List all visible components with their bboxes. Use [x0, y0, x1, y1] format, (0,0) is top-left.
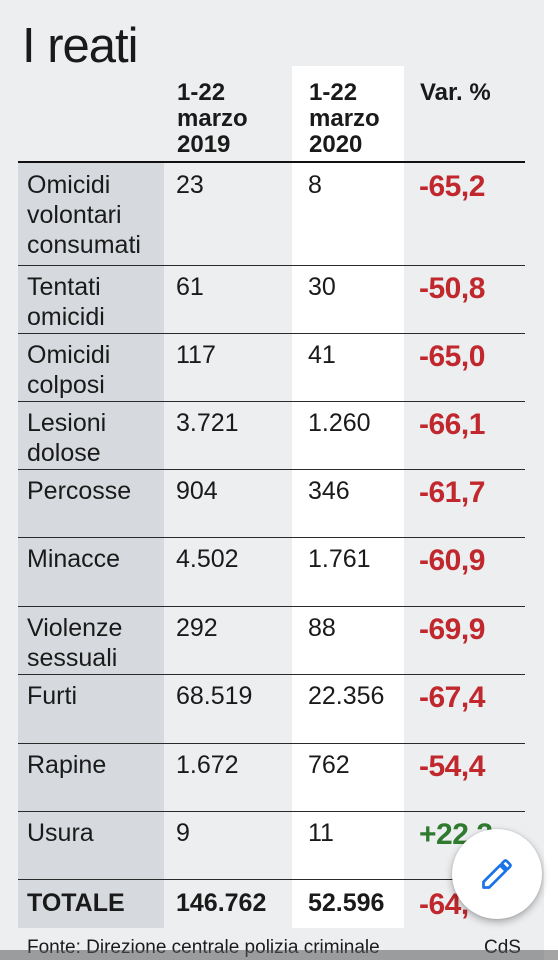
row-label: Tentati omicidi — [27, 273, 105, 331]
variation-value: -69,9 — [419, 613, 485, 646]
row-divider — [18, 674, 525, 675]
value-2020: 30 — [308, 273, 336, 301]
value-2020: 22.356 — [308, 682, 385, 710]
row-divider — [18, 606, 525, 607]
year-2020-column-band — [292, 66, 404, 928]
variation-value: -61,7 — [419, 476, 485, 509]
row-divider — [18, 811, 525, 812]
value-2019: 292 — [176, 614, 218, 642]
value-2020: 346 — [308, 477, 350, 505]
variation-value: -54,4 — [419, 750, 485, 783]
row-label: Violenze sessuali — [27, 614, 123, 672]
row-label: Minacce — [27, 545, 121, 573]
crime-table-card: I reati 1-22 marzo 2019 1-22 marzo 2020 … — [0, 0, 544, 960]
row-divider — [18, 469, 525, 470]
header-divider — [18, 161, 525, 163]
variation-value: -65,2 — [419, 170, 485, 203]
value-2020: 41 — [308, 341, 336, 369]
row-label: Rapine — [27, 751, 107, 779]
screen-bottom-shadow — [0, 950, 558, 960]
page-margin — [544, 0, 558, 960]
row-divider — [18, 743, 525, 744]
row-label: Percosse — [27, 477, 132, 505]
label-column-band — [18, 163, 164, 928]
value-2020: 1.260 — [308, 409, 371, 437]
row-divider — [18, 265, 525, 266]
variation-value: -60,9 — [419, 544, 485, 577]
total-2019: 146.762 — [176, 889, 267, 917]
value-2019: 9 — [176, 819, 190, 847]
value-2019: 68.519 — [176, 682, 253, 710]
column-header-2020: 1-22 marzo 2020 — [309, 79, 380, 158]
value-2020: 11 — [308, 819, 334, 847]
value-2019: 904 — [176, 477, 218, 505]
variation-value: -65,0 — [419, 340, 485, 373]
value-2019: 4.502 — [176, 545, 239, 573]
value-2020: 762 — [308, 751, 350, 779]
row-divider — [18, 401, 525, 402]
row-label: Usura — [27, 819, 94, 847]
row-label: Lesioni dolose — [27, 409, 107, 467]
value-2020: 8 — [308, 171, 322, 199]
variation-value: -66,1 — [419, 408, 485, 441]
edit-button[interactable] — [452, 829, 542, 919]
value-2019: 23 — [176, 171, 204, 199]
variation-value: -50,8 — [419, 272, 485, 305]
column-header-2019: 1-22 marzo 2019 — [177, 79, 248, 158]
table-title: I reati — [22, 19, 139, 73]
column-header-variation: Var. % — [420, 79, 491, 106]
value-2020: 88 — [308, 614, 336, 642]
row-label: Omicidi colposi — [27, 341, 111, 399]
row-divider — [18, 537, 525, 538]
total-divider — [18, 879, 525, 880]
value-2020: 1.761 — [308, 545, 371, 573]
row-label: Omicidi volontari consumati — [27, 171, 141, 259]
pencil-icon — [482, 859, 512, 889]
value-2019: 1.672 — [176, 751, 239, 779]
row-label: Furti — [27, 682, 77, 710]
total-2020: 52.596 — [308, 889, 385, 917]
value-2019: 117 — [176, 341, 216, 369]
total-label: TOTALE — [27, 889, 125, 917]
value-2019: 61 — [176, 273, 204, 301]
row-divider — [18, 333, 525, 334]
variation-value: -67,4 — [419, 681, 485, 714]
value-2019: 3.721 — [176, 409, 239, 437]
